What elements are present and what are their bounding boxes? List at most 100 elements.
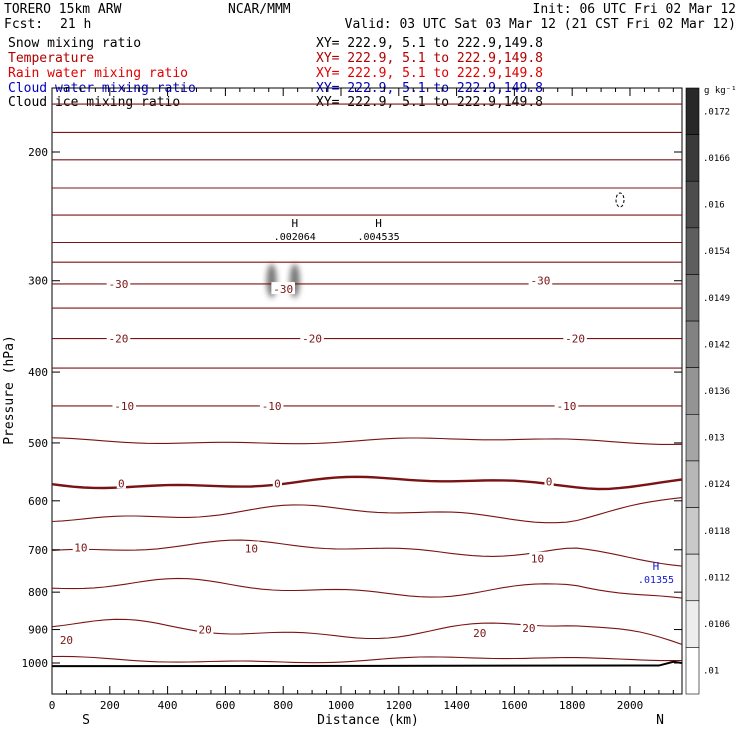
- x-tick-label: 0: [49, 699, 56, 712]
- contour-label: 10: [531, 553, 544, 566]
- valid-label: Valid: 03 UTC Sat 03 Mar 12 (21 CST Fri …: [345, 17, 736, 32]
- x-tick-label: 200: [100, 699, 120, 712]
- x-tick-label: 1800: [559, 699, 586, 712]
- contour-label: 20: [522, 622, 535, 635]
- colorbar-cell: [685, 553, 700, 602]
- colorbar-cell: [685, 227, 700, 275]
- colorbar-cell: [685, 647, 700, 695]
- north-end-label: N: [656, 713, 664, 728]
- isotherm-line: [52, 655, 682, 664]
- colorbar-cell: [685, 87, 700, 135]
- contour-label: -20: [565, 333, 585, 346]
- colorbar-tick-label: .0172: [703, 107, 730, 117]
- field-name-rain: Rain water mixing ratio: [8, 66, 188, 81]
- x-tick-label: 400: [158, 699, 178, 712]
- x-tick-label: 600: [215, 699, 235, 712]
- y-tick-label: 300: [28, 275, 48, 288]
- axes: 0 200 400 600 800 1000 1200 1400 1600 1800 2000200…: [22, 88, 682, 712]
- maximum-marker: H: [291, 217, 298, 230]
- y-tick-label: 400: [28, 366, 48, 379]
- x-axis-label: Distance (km): [317, 713, 419, 728]
- field-xy-temperature: XY= 222.9, 5.1 to 222.9,149.8: [316, 51, 543, 66]
- contour-label: -20: [302, 333, 322, 346]
- field-name-temperature: Temperature: [8, 51, 94, 66]
- contour-label: -30: [109, 278, 129, 291]
- colorbar-tick-label: .0136: [703, 387, 730, 397]
- contour-label: -30: [530, 275, 550, 288]
- contour-label: 0: [118, 477, 125, 490]
- y-tick-label: 900: [28, 624, 48, 637]
- colorbar-unit: g kg⁻¹: [704, 86, 737, 96]
- contour-label: 20: [473, 627, 486, 640]
- y-axis-label: Pressure (hPa): [2, 335, 17, 445]
- colorbar-tick-label: .0149: [703, 294, 730, 304]
- colorbar: .0172 .0166 .016 .0154 .0149 .0142 .0136 .013 .0…: [685, 87, 730, 695]
- terrain-line: [52, 660, 682, 668]
- colorbar-tick-label: .0142: [703, 340, 730, 350]
- y-tick-label: 200: [28, 146, 48, 159]
- contour-label: -10: [262, 400, 282, 413]
- y-tick-label: 1000: [22, 657, 49, 670]
- colorbar-tick-label: .0124: [703, 480, 730, 490]
- colorbar-cell: [685, 134, 700, 182]
- x-tick-label: 800: [273, 699, 293, 712]
- contour-label: 10: [245, 542, 258, 555]
- contour-label: -10: [114, 400, 134, 413]
- field-xy-cloud-ice: XY= 222.9, 5.1 to 222.9,149.8: [316, 95, 543, 110]
- colorbar-tick-label: .013: [703, 434, 725, 444]
- y-tick-label: 700: [28, 544, 48, 557]
- y-tick-label: 600: [28, 495, 48, 508]
- colorbar-cell: [685, 600, 700, 648]
- x-tick-label: 1600: [501, 699, 528, 712]
- isotherm-line: [52, 475, 682, 491]
- colorbar-cell: [685, 274, 700, 322]
- y-tick-label: 800: [28, 586, 48, 599]
- contour-label: -10: [556, 400, 576, 413]
- colorbar-tick-label: .01: [703, 667, 719, 677]
- field-legend: Snow mixing ratio XY= 222.9, 5.1 to 222.…: [8, 36, 543, 110]
- maximum-marker: H: [653, 560, 660, 573]
- maximum-value: .004535: [357, 232, 399, 243]
- isotherm-line: [52, 577, 682, 599]
- contour-label: 10: [74, 541, 87, 554]
- x-tick-label: 2000: [617, 699, 644, 712]
- south-end-label: S: [82, 713, 90, 728]
- x-tick-label: 1000: [328, 699, 355, 712]
- org-label: NCAR/MMM: [228, 2, 291, 17]
- plot-content: -30 -30 -30 -20 -20 -20 -10 -10 -10 0 0 0 10 10 10 20 20…: [52, 103, 682, 668]
- colorbar-cell: [685, 507, 700, 555]
- plot-frame: [51, 87, 683, 695]
- field-name-snow: Snow mixing ratio: [8, 36, 141, 51]
- colorbar-tick-label: .0106: [703, 620, 730, 630]
- contour-label: 20: [60, 634, 73, 647]
- field-xy-snow: XY= 222.9, 5.1 to 222.9,149.8: [316, 36, 543, 51]
- isotherm-line: [52, 618, 682, 646]
- isotherm-line: [52, 437, 682, 445]
- model-label: TORERO 15km ARW: [4, 2, 122, 17]
- colorbar-cell: [685, 367, 700, 415]
- isotherm-line: [52, 497, 682, 524]
- maximum-value: .002064: [274, 232, 316, 243]
- maximum-marker: H: [375, 217, 382, 230]
- contour-label: 0: [274, 477, 281, 490]
- init-label: Init: 06 UTC Fri 02 Mar 12: [533, 2, 737, 17]
- colorbar-tick-label: .0112: [703, 573, 730, 583]
- fcst-value: 21 h: [60, 17, 91, 32]
- y-tick-label: 500: [28, 437, 48, 450]
- fcst-label: Fcst:: [4, 17, 43, 32]
- colorbar-tick-label: .0166: [703, 154, 730, 164]
- field-xy-rain: XY= 222.9, 5.1 to 222.9,149.8: [316, 66, 543, 81]
- contour-label: -20: [109, 333, 129, 346]
- maximum-value: .01355: [638, 575, 674, 586]
- x-tick-label: 1200: [386, 699, 413, 712]
- colorbar-cell: [685, 320, 700, 368]
- colorbar-cell: [685, 180, 700, 229]
- contour-label: -30: [273, 283, 293, 296]
- colorbar-tick-label: .0118: [703, 527, 730, 537]
- colorbar-cell: [685, 460, 700, 508]
- contour-label: 20: [199, 624, 212, 637]
- colorbar-tick-label: .016: [703, 201, 725, 211]
- contour-label: 0: [546, 476, 553, 489]
- colorbar-tick-label: .0154: [703, 247, 730, 257]
